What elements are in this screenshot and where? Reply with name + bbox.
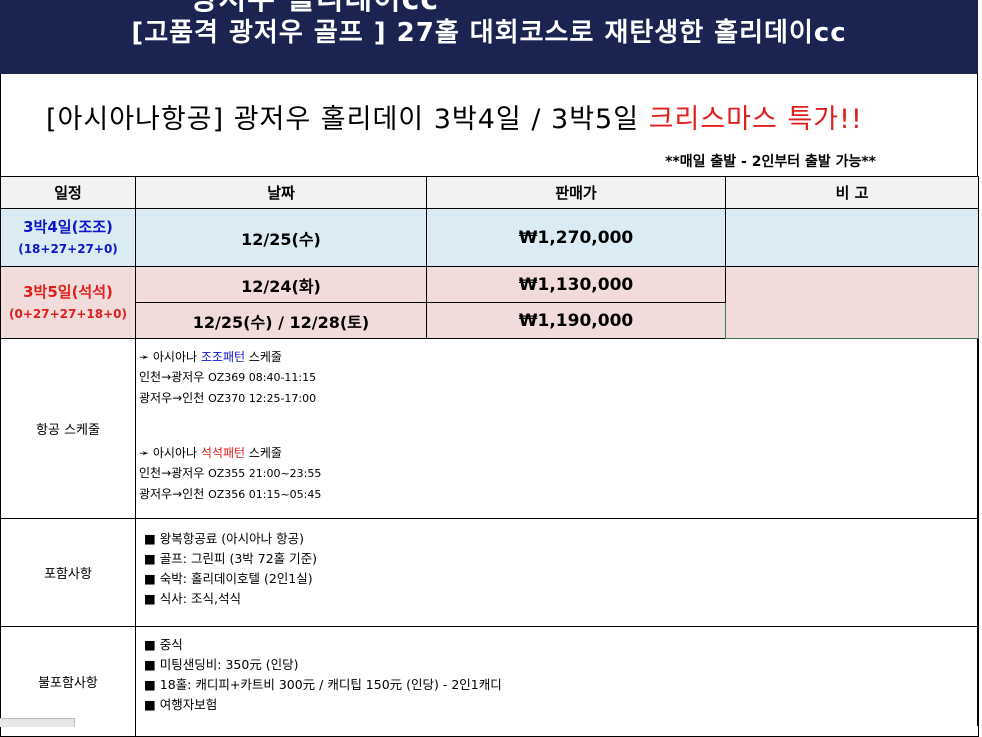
headline-highlight: 크리스마스 특가!! xyxy=(648,104,863,135)
list-item: ■ 미팅샌딩비: 350元 (인당) xyxy=(144,657,299,672)
date-cell: 12/25(수) xyxy=(135,208,427,267)
header-remark: 비 고 xyxy=(725,176,979,209)
banner-title: [고품격 광저우 골프 ] 27홀 대회코스로 재탄생한 홀리데이cc xyxy=(131,18,847,48)
excluded-row: 불포함사항 ■ 중식 ■ 미팅샌딩비: 350元 (인당) ■ 18홀: 캐디피… xyxy=(0,626,979,737)
table-row: 3박4일(조조) (18+27+27+0) 12/25(수) ₩1,270,00… xyxy=(0,208,979,267)
header-price: 판매가 xyxy=(426,176,726,209)
period-cell-3n5d: 3박5일(석석) (0+27+27+18+0) xyxy=(0,266,136,339)
morning-outbound: 인천→광저우 OZ369 08:40-11:15 xyxy=(139,370,317,384)
price-cell: ₩1,270,000 xyxy=(426,208,726,267)
evening-outbound: 인천→광저우 OZ355 21:00~23:55 xyxy=(139,466,322,480)
evening-pattern-header: ➛ 아시아나 석석패턴 스케줄 xyxy=(139,446,282,460)
table-row: 12/25(수) / 12/28(토) ₩1,190,000 xyxy=(1,302,979,339)
page-headline: [아시아나항공] 광저우 홀리데이 3박4일 / 3박5일 크리스마스 특가!! xyxy=(46,97,863,136)
period-cell-3n4d: 3박4일(조조) (18+27+27+0) xyxy=(0,208,136,267)
morning-inbound: 광저우→인천 OZ370 12:25-17:00 xyxy=(139,391,317,405)
price-cell: ₩1,130,000 xyxy=(426,266,726,303)
holes-breakdown: (18+27+27+0) xyxy=(18,241,118,256)
holes-breakdown: (0+27+27+18+0) xyxy=(9,306,127,321)
list-item: ■ 중식 xyxy=(144,637,183,652)
included-row: 포함사항 ■ 왕복항공료 (아시아나 항공) ■ 골프: 그린피 (3박 72홀… xyxy=(0,518,979,627)
headline-prefix: [아시아나항공] 광저우 홀리데이 3박4일 / 3박5일 xyxy=(46,104,649,135)
period-type: (조조) xyxy=(71,217,113,236)
remark-cell-selected[interactable] xyxy=(725,266,979,339)
remark-cell xyxy=(725,208,979,267)
date-cell: 12/24(화) xyxy=(135,266,427,303)
header-date: 날짜 xyxy=(135,176,427,209)
included-details: ■ 왕복항공료 (아시아나 항공) ■ 골프: 그린피 (3박 72홀 기준) … xyxy=(135,518,979,627)
list-item: ■ 식사: 조식,석식 xyxy=(144,591,241,606)
included-label: 포함사항 xyxy=(0,518,136,627)
title-banner: 광저우 홀리데이cc [고품격 광저우 골프 ] 27홀 대회코스로 재탄생한 … xyxy=(0,0,978,74)
date-cell: 12/25(수) / 12/28(토) xyxy=(135,302,427,339)
excluded-details: ■ 중식 ■ 미팅샌딩비: 350元 (인당) ■ 18홀: 캐디피+카트비 3… xyxy=(135,626,979,737)
price-cell: ₩1,190,000 xyxy=(426,302,726,339)
list-item: ■ 18홀: 캐디피+카트비 300元 / 캐디팁 150元 (인당) - 2인… xyxy=(144,677,502,692)
morning-pattern-header: ➛ 아시아나 조조패턴 스케줄 xyxy=(139,350,282,364)
flight-label: 항공 스케줄 xyxy=(0,338,136,519)
period-label: 3박5일 xyxy=(23,282,72,301)
departure-note: **매일 출발 - 2인부터 출발 가능** xyxy=(665,154,876,170)
flight-schedule-row: 항공 스케줄 ➛ 아시아나 조조패턴 스케줄 인천→광저우 OZ369 08:4… xyxy=(0,338,979,519)
price-table: 일정 날짜 판매가 비 고 3박4일(조조) (18+27+27+0) 12/2… xyxy=(0,176,979,737)
list-item: ■ 숙박: 홀리데이호텔 (2인1실) xyxy=(144,571,313,586)
list-item: ■ 왕복항공료 (아시아나 항공) xyxy=(144,531,304,546)
evening-inbound: 광저우→인천 OZ356 01:15~05:45 xyxy=(139,487,322,501)
list-item: ■ 골프: 그린피 (3박 72홀 기준) xyxy=(144,551,318,566)
period-label: 3박4일 xyxy=(23,217,72,236)
list-item: ■ 여행자보험 xyxy=(144,697,218,712)
period-type: (석석) xyxy=(71,282,113,301)
table-header-row: 일정 날짜 판매가 비 고 xyxy=(0,176,979,209)
banner-ghost-text: 광저우 홀리데이cc xyxy=(190,0,439,18)
header-schedule: 일정 xyxy=(0,176,136,209)
horizontal-scrollbar[interactable] xyxy=(0,718,75,727)
table-row: 3박5일(석석) (0+27+27+18+0) 12/24(화) ₩1,130,… xyxy=(0,266,979,339)
flight-details: ➛ 아시아나 조조패턴 스케줄 인천→광저우 OZ369 08:40-11:15… xyxy=(135,338,979,519)
